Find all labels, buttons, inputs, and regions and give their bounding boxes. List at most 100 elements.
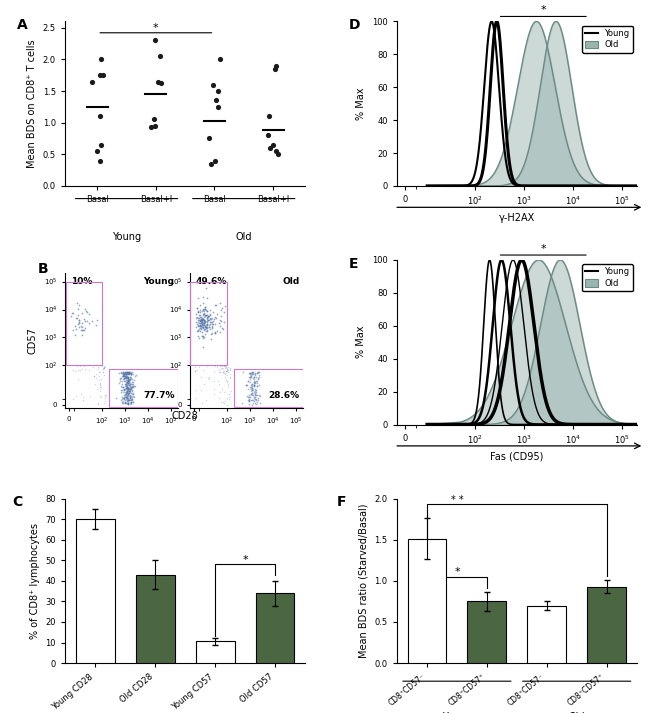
Point — [252, 367, 263, 379]
Point — [126, 399, 136, 410]
Point — [71, 312, 81, 323]
Point — [200, 315, 210, 327]
Point — [116, 384, 126, 395]
Point — [198, 317, 209, 329]
Point — [94, 366, 104, 378]
Point — [198, 314, 209, 326]
Point — [198, 332, 208, 343]
Point — [122, 376, 133, 387]
Point — [123, 372, 133, 384]
Point — [208, 319, 218, 330]
Point — [252, 380, 263, 391]
Point — [100, 391, 110, 402]
Point — [118, 396, 129, 407]
Text: *: * — [153, 23, 159, 33]
Point — [220, 371, 231, 383]
Point — [250, 384, 260, 395]
Point — [120, 372, 131, 384]
Point — [219, 361, 229, 372]
Point — [189, 365, 200, 376]
Point — [246, 384, 257, 396]
Point — [252, 396, 263, 408]
Point — [214, 366, 224, 378]
Point — [192, 319, 203, 331]
Point — [203, 321, 214, 332]
X-axis label: Fas (CD95): Fas (CD95) — [490, 451, 543, 461]
Point — [195, 323, 205, 334]
Point — [191, 312, 202, 323]
Point — [198, 291, 209, 302]
Point — [214, 314, 225, 325]
Point — [149, 114, 159, 125]
Point — [253, 366, 263, 378]
Point — [127, 374, 137, 385]
Point — [122, 384, 132, 395]
Point — [194, 304, 205, 316]
Point — [116, 398, 127, 409]
Point — [209, 313, 219, 324]
Point — [99, 361, 110, 372]
Point — [116, 373, 126, 384]
Point — [246, 387, 257, 399]
Point — [195, 314, 205, 326]
Point — [122, 382, 132, 394]
Point — [206, 328, 216, 339]
Point — [248, 366, 258, 377]
Point — [122, 394, 132, 406]
Bar — [109, 369, 178, 407]
Point — [196, 330, 207, 342]
Point — [200, 304, 210, 315]
Point — [202, 311, 213, 322]
Legend: Young, Old: Young, Old — [582, 264, 633, 292]
Bar — [408, 539, 447, 663]
Point — [246, 381, 257, 392]
Point — [205, 309, 215, 320]
Point — [196, 314, 207, 325]
Point — [198, 322, 208, 334]
Point — [66, 310, 76, 322]
Point — [122, 389, 133, 401]
Point — [155, 51, 165, 62]
Point — [121, 369, 131, 380]
Point — [191, 308, 202, 319]
Point — [211, 299, 221, 310]
Point — [216, 322, 227, 333]
Point — [246, 383, 257, 394]
Point — [127, 379, 137, 390]
Point — [198, 331, 209, 342]
Point — [81, 307, 92, 318]
Point — [122, 371, 132, 382]
Point — [211, 312, 222, 323]
X-axis label: γ-H2AX: γ-H2AX — [499, 213, 535, 223]
Point — [198, 303, 208, 314]
Point — [192, 317, 203, 328]
Point — [120, 384, 130, 395]
Point — [119, 371, 129, 382]
Point — [207, 322, 218, 333]
Bar — [76, 519, 115, 663]
Point — [205, 312, 215, 324]
Point — [95, 383, 105, 394]
Point — [82, 316, 92, 327]
Point — [203, 311, 213, 322]
Point — [87, 315, 98, 327]
Point — [121, 379, 131, 390]
Point — [245, 371, 255, 383]
Point — [212, 309, 222, 320]
Point — [119, 368, 129, 379]
Point — [213, 86, 223, 97]
Bar — [196, 642, 235, 663]
Point — [121, 371, 131, 383]
Point — [220, 362, 230, 374]
Point — [209, 361, 220, 372]
Point — [121, 386, 131, 397]
Point — [197, 330, 207, 342]
Point — [121, 391, 131, 403]
Point — [120, 386, 131, 398]
Point — [209, 375, 219, 386]
Text: CD28: CD28 — [172, 411, 198, 421]
Point — [99, 369, 109, 381]
Point — [209, 366, 219, 378]
Point — [192, 302, 202, 314]
Point — [95, 390, 105, 401]
